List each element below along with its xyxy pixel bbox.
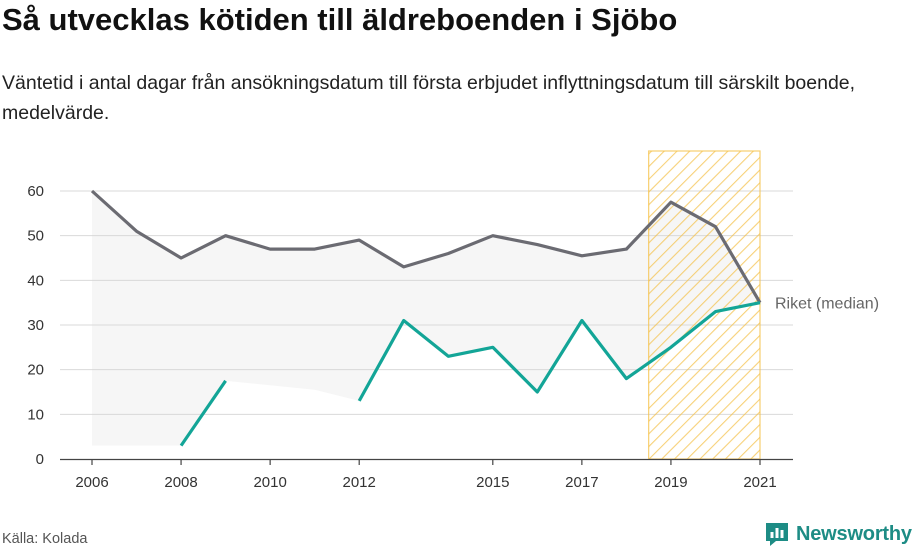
newsworthy-logo: Newsworthy [764, 519, 912, 549]
sjobo-line [357, 301, 761, 402]
y-tick-label: 40 [27, 272, 44, 289]
brand-name: Newsworthy [796, 522, 912, 545]
chart-title: Så utvecklas kötiden till äldreboenden i… [2, 2, 678, 37]
x-tick-label: 2021 [743, 474, 776, 491]
x-tick-label: 2019 [654, 474, 687, 491]
line-chart: 0 10 20 30 40 50 60 2006 2008 2010 2012 2015 2017 201… [27, 150, 879, 491]
x-tick-label: 2008 [164, 474, 197, 491]
y-tick-label: 50 [27, 228, 44, 245]
riket-line [90, 189, 762, 304]
x-tick-label: 2015 [476, 474, 509, 491]
x-tick-label: 2012 [343, 474, 376, 491]
source-note: Källa: Kolada [2, 531, 88, 547]
y-tick-label: 0 [36, 451, 44, 468]
y-tick-label: 20 [27, 362, 44, 379]
chart-subtitle: Väntetid i antal dagar från ansökningsda… [2, 72, 856, 124]
y-tick-label: 10 [27, 406, 44, 423]
x-tick-label: 2010 [253, 474, 286, 491]
y-tick-label: 60 [27, 183, 44, 200]
x-tick-label: 2017 [565, 474, 598, 491]
y-tick-label: 30 [27, 317, 44, 334]
sjobo-line [179, 379, 227, 447]
x-tick-label: 2006 [75, 474, 108, 491]
bar-chart-logo-icon [766, 523, 788, 546]
series-label-riket: Riket (median) [775, 296, 879, 313]
